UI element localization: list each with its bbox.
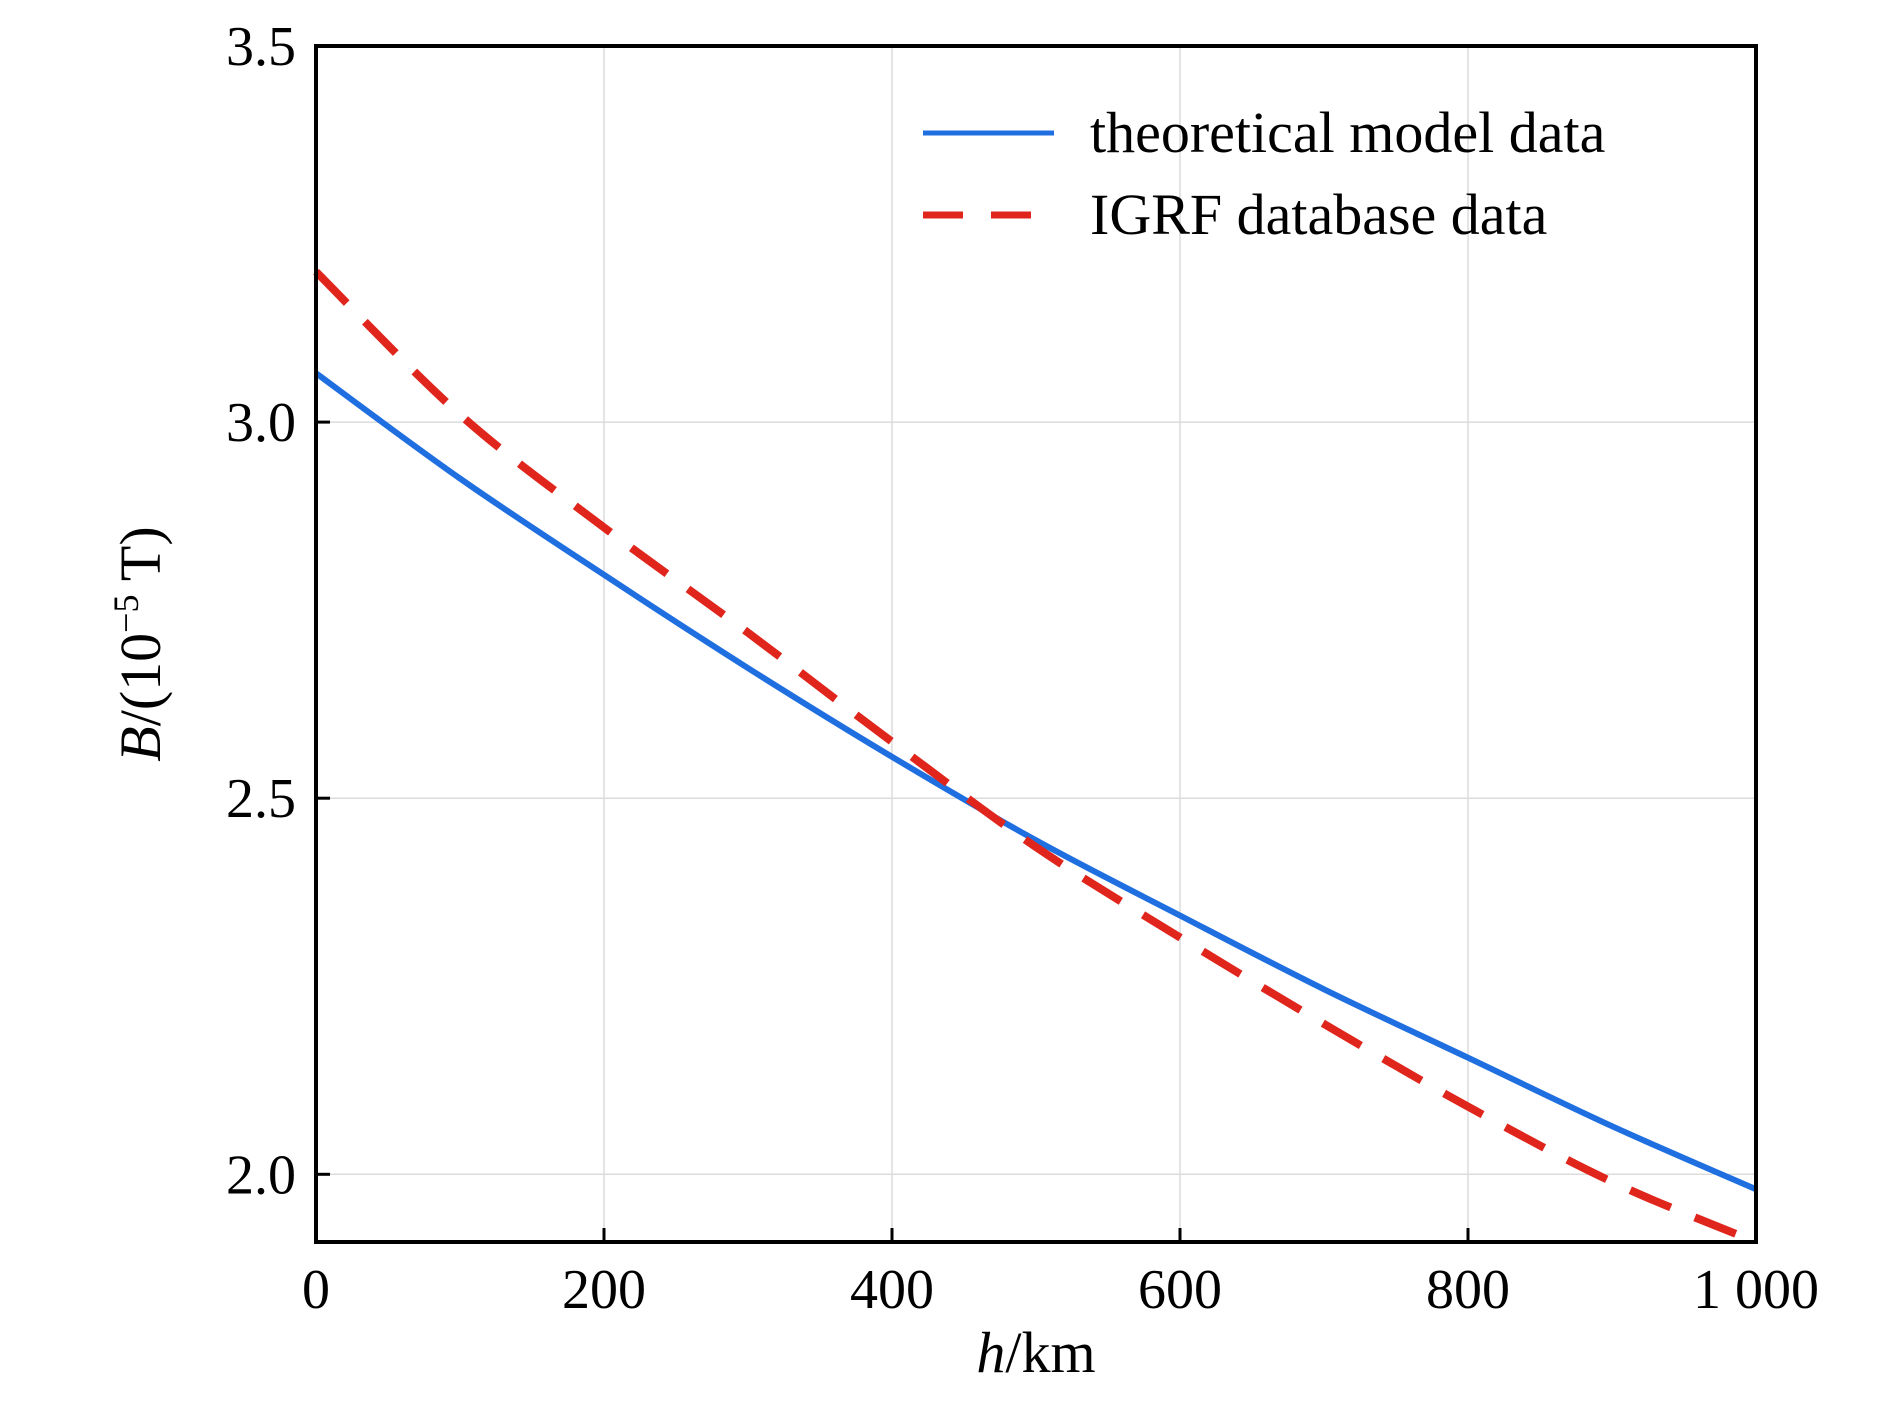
grid-layer (316, 46, 1756, 1242)
tick-layer: 0 200 400 600 800 1 000 2.0 2.5 3.0 3.5 (226, 16, 1819, 1321)
x-axis-var: h (976, 1320, 1005, 1385)
plot-frame (314, 44, 1758, 1244)
series-line-1 (314, 370, 1758, 1193)
x-tick-label: 1 000 (1693, 1259, 1819, 1321)
x-axis-title: h/km (976, 1320, 1095, 1385)
y-axis-unit-exponent: −5 (106, 595, 146, 633)
x-axis-unit: /km (1005, 1320, 1095, 1385)
series-line-2 (313, 268, 1758, 1246)
series-layer (313, 268, 1758, 1246)
x-tick-label: 600 (1138, 1259, 1222, 1321)
legend: theoretical model data IGRF database data (923, 100, 1605, 247)
legend-label-2: IGRF database data (1090, 182, 1547, 247)
x-tick-label: 800 (1426, 1259, 1510, 1321)
y-axis-unit-post: T) (108, 526, 173, 594)
y-axis-title: B/(10−5 T) (106, 526, 173, 761)
y-tick-label: 3.0 (226, 392, 296, 454)
x-tick-label: 400 (850, 1259, 934, 1321)
y-tick-label: 2.5 (226, 768, 296, 830)
y-tick-label: 3.5 (226, 16, 296, 78)
y-axis-unit-pre: /(10 (108, 633, 173, 726)
y-tick-label: 2.0 (226, 1144, 296, 1206)
legend-label-1: theoretical model data (1090, 100, 1605, 165)
y-axis-var: B (108, 726, 173, 761)
x-tick-label: 0 (302, 1259, 330, 1321)
x-tick-label: 200 (562, 1259, 646, 1321)
